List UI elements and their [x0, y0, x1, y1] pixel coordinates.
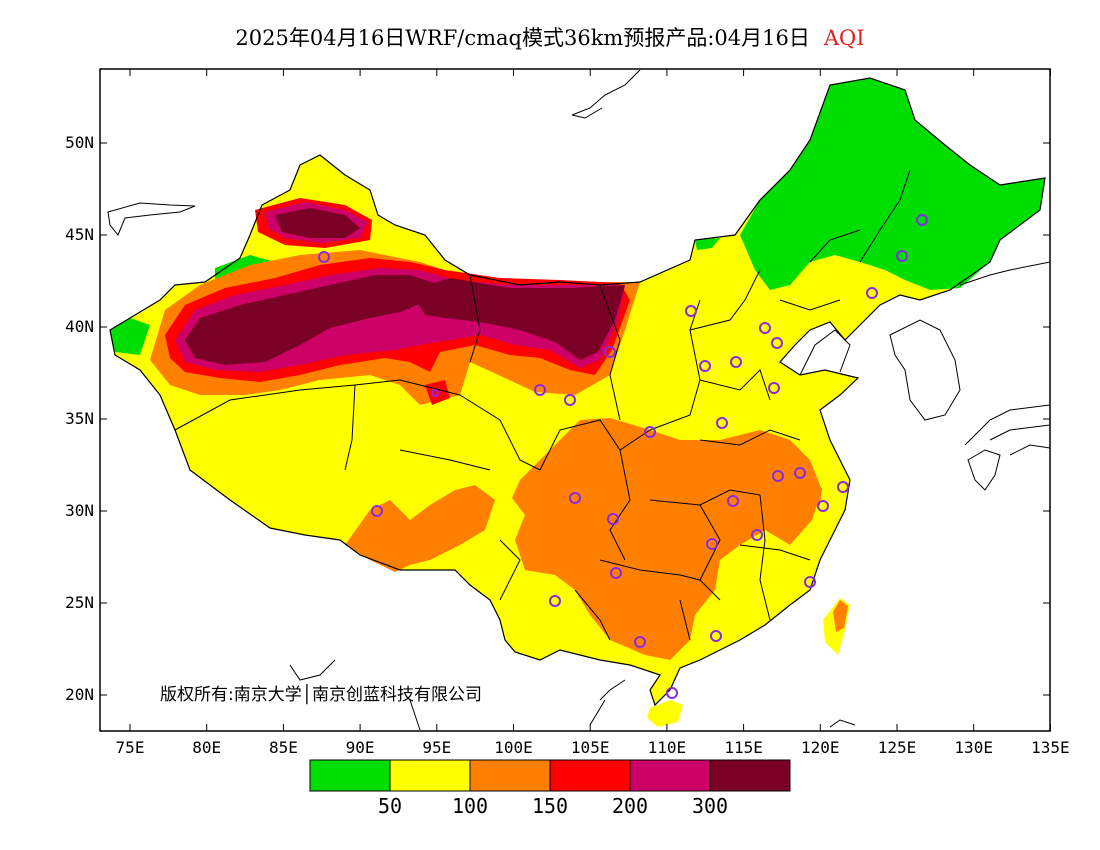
station-marker-nanjing: [794, 467, 806, 479]
station-marker-hefei: [772, 470, 784, 482]
station-marker-changchun: [896, 250, 908, 262]
station-marker-zhengzhou: [716, 417, 728, 429]
colorbar-label: 150: [532, 794, 568, 818]
station-marker-shenyang: [866, 287, 878, 299]
title-variable: AQI: [823, 26, 865, 50]
colorbar-swatch: [469, 759, 551, 792]
station-marker-jinan: [768, 382, 780, 394]
northeast-good-region: [740, 78, 1045, 290]
colorbar-swatch: [629, 759, 711, 792]
station-marker-taiyuan: [699, 360, 711, 372]
colorbar-label: 300: [692, 794, 728, 818]
lon-tick-label: 115E: [724, 738, 763, 757]
station-marker-guangzhou: [710, 630, 722, 642]
hainan-region: [647, 700, 683, 727]
station-marker-lhasa: [371, 505, 383, 517]
station-marker-kunming: [549, 595, 561, 607]
copyright-notice: 版权所有:南京大学│南京创蓝科技有限公司: [160, 685, 482, 705]
station-marker-shijiazhuang: [730, 356, 742, 368]
map-frame: [99, 68, 1051, 732]
inner-mongolia-good-patch: [695, 238, 720, 250]
station-marker-hohhot: [685, 305, 697, 317]
station-marker-xian: [644, 426, 656, 438]
map-title: 2025年04月16日WRF/cmaq模式36km预报产品:04月16日 AQI: [0, 22, 1100, 52]
station-marker-shanghai: [837, 481, 849, 493]
lon-tick-label: 110E: [648, 738, 687, 757]
hazardous-taklimakan: [185, 275, 440, 365]
map-field: [107, 69, 1050, 731]
colorbar-label: 100: [452, 794, 488, 818]
station-marker-chengdu: [569, 492, 581, 504]
province-boundaries: [174, 169, 911, 641]
colorbar-swatch: [309, 759, 391, 792]
station-marker-xining: [534, 384, 546, 396]
station-marker-changsha: [706, 538, 718, 550]
station-marker-fuzhou: [804, 576, 816, 588]
lat-tick-label: 30N: [65, 501, 94, 520]
lon-tick-label: 100E: [494, 738, 533, 757]
station-marker-nanning: [634, 636, 646, 648]
station-marker-wuhan: [727, 495, 739, 507]
lon-tick-label: 130E: [954, 738, 993, 757]
station-marker-haikou: [666, 687, 678, 699]
lat-tick-label: 20N: [65, 685, 94, 704]
station-marker-urumqi: [318, 251, 330, 263]
colorbar-swatch: [549, 759, 631, 792]
station-marker-golmud: [431, 389, 439, 397]
neighbor-coastlines: [107, 69, 1050, 731]
longitude-axis: 75E 80E 85E 90E 95E 100E 105E 110E 115E 120E 125E 1…: [116, 69, 1070, 757]
lat-tick-label: 45N: [65, 225, 94, 244]
hazardous-junggar: [275, 208, 360, 238]
lon-tick-label: 85E: [269, 738, 298, 757]
colorbar-swatch: [389, 759, 471, 792]
lon-tick-label: 90E: [346, 738, 375, 757]
tibet-south-sensitive-region: [345, 485, 495, 572]
aqi-colorbar: 50 100 150 200 300: [309, 759, 791, 818]
station-marker-harbin: [916, 214, 928, 226]
station-marker-hangzhou: [817, 500, 829, 512]
station-marker-lanzhou: [564, 394, 576, 406]
lat-tick-label: 40N: [65, 317, 94, 336]
lon-tick-label: 125E: [878, 738, 917, 757]
colorbar-label: 200: [612, 794, 648, 818]
lat-tick-label: 25N: [65, 593, 94, 612]
station-marker-nanchang: [751, 529, 763, 541]
central-south-sensitive-region: [512, 418, 822, 660]
lat-tick-label: 50N: [65, 133, 94, 152]
lat-tick-label: 35N: [65, 409, 94, 428]
station-marker-beijing: [759, 322, 771, 334]
lon-tick-label: 95E: [422, 738, 451, 757]
colorbar-swatch: [709, 759, 791, 792]
colorbar-label: 50: [378, 794, 402, 818]
station-marker-yinchuan: [604, 346, 616, 358]
station-marker-tianjin: [771, 337, 783, 349]
latitude-axis: 50N 45N 40N 35N 30N 25N 20N: [65, 133, 1050, 704]
lon-tick-label: 120E: [801, 738, 840, 757]
station-markers: [318, 214, 928, 699]
title-text: 2025年04月16日WRF/cmaq模式36km预报产品:04月16日: [235, 26, 810, 50]
station-marker-guiyang: [610, 567, 622, 579]
kashgar-good-region: [110, 318, 150, 355]
lon-tick-label: 135E: [1031, 738, 1070, 757]
lon-tick-label: 80E: [192, 738, 221, 757]
lon-tick-label: 75E: [116, 738, 145, 757]
hazardous-gobi: [410, 278, 625, 360]
station-marker-chongqing: [607, 513, 619, 525]
jiangnan-sensitive-patch: [795, 480, 822, 512]
taiwan-sensitive-spot: [833, 600, 848, 632]
china-outline: [109, 77, 1046, 707]
lon-tick-label: 105E: [571, 738, 610, 757]
